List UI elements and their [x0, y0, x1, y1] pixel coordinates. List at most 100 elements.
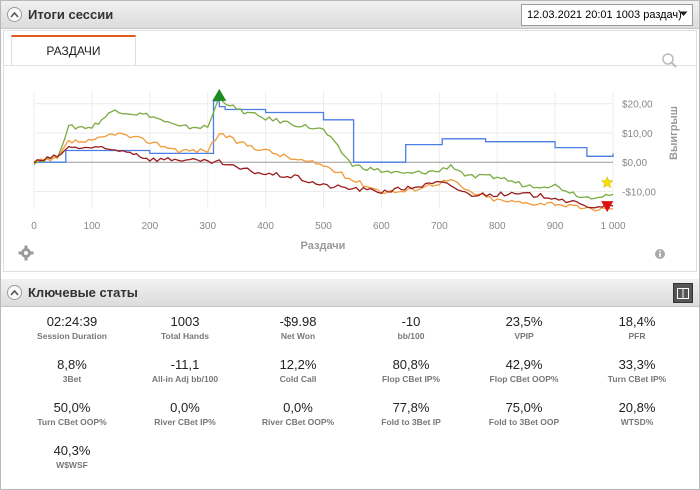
stat-label: Flop CBet OOP% — [489, 374, 559, 384]
chevron-up-icon — [10, 11, 19, 18]
stat-item: 75,0% Fold to 3Bet OOP — [464, 400, 584, 427]
x-tick-label: 900 — [547, 221, 564, 232]
stat-item: 18,4% PFR — [577, 314, 697, 341]
stat-label: VPIP — [514, 331, 534, 341]
stat-value: 50,0% — [53, 400, 91, 415]
y-tick-label: $20,00 — [622, 100, 653, 111]
x-tick-label: 800 — [489, 221, 506, 232]
chevron-up-icon — [10, 289, 19, 296]
stat-label: All-in Adj bb/100 — [151, 374, 219, 384]
stat-label: Session Duration — [37, 331, 107, 341]
stat-label: Total Hands — [160, 331, 209, 341]
y-tick-label: $0,00 — [622, 158, 647, 169]
stat-item: 40,3% W$WSF — [12, 443, 132, 470]
stat-item: -10 bb/100 — [351, 314, 471, 341]
stat-item: 8,8% 3Bet — [12, 357, 132, 384]
stat-label: Net Won — [280, 331, 316, 341]
stat-value: 0,0% — [283, 400, 313, 415]
stat-item: 0,0% River CBet OOP% — [238, 400, 358, 427]
y-tick-labels: $20,00 $10,00 $0,00 -$10,00 — [622, 100, 656, 199]
stat-value: 23,5% — [505, 314, 543, 329]
stat-item: 77,8% Fold to 3Bet IP — [351, 400, 471, 427]
stat-item: 23,5% VPIP — [464, 314, 584, 341]
series-line-green — [33, 96, 614, 200]
stat-value: 1003 — [170, 314, 200, 329]
stat-item: 12,2% Cold Call — [238, 357, 358, 384]
chart-grid — [33, 92, 614, 209]
stat-label: River CBet OOP% — [261, 417, 335, 427]
x-tick-labels: 0 100 200 300 400 500 600 700 800 900 1 000 — [31, 221, 626, 232]
x-tick-label: 300 — [199, 221, 216, 232]
stat-label: Fold to 3Bet IP — [381, 417, 441, 427]
stat-value: -$9.98 — [279, 314, 317, 329]
x-tick-label: 700 — [431, 221, 448, 232]
stat-value: 20,8% — [618, 400, 656, 415]
series-line-orange — [33, 132, 614, 212]
stat-value: 80,8% — [392, 357, 430, 372]
max-marker — [212, 88, 227, 101]
stat-label: 3Bet — [62, 374, 82, 384]
gear-icon[interactable] — [18, 245, 34, 261]
chart-markers — [212, 88, 614, 213]
stat-item: 33,3% Turn CBet IP% — [577, 357, 697, 384]
zoom-icon[interactable] — [662, 53, 677, 68]
stat-value: 42,9% — [505, 357, 543, 372]
stat-value: 02:24:39 — [46, 314, 98, 329]
stat-item: 42,9% Flop CBet OOP% — [464, 357, 584, 384]
stat-value: -10 — [401, 314, 421, 329]
columns-icon — [677, 287, 689, 299]
star-marker — [600, 176, 614, 189]
stat-value: 0,0% — [170, 400, 200, 415]
x-tick-label: 500 — [315, 221, 332, 232]
stat-item: 02:24:39 Session Duration — [12, 314, 132, 341]
stats-header: Ключевые статы — [1, 279, 699, 307]
stat-item: 0,0% River CBet IP% — [125, 400, 245, 427]
winnings-chart: 0 100 200 300 400 500 600 700 800 900 1 000 $20,00… — [18, 53, 680, 261]
stat-value: -11,1 — [170, 357, 200, 372]
x-tick-label: 100 — [84, 221, 101, 232]
stat-label: Fold to 3Bet OOP — [488, 417, 560, 427]
series-line-darkred — [33, 145, 614, 209]
min-marker — [601, 201, 614, 213]
collapse-session-button[interactable] — [7, 7, 22, 22]
stat-label: W$WSF — [56, 460, 88, 470]
stat-item: 80,8% Flop CBet IP% — [351, 357, 471, 384]
info-icon[interactable] — [655, 249, 665, 259]
x-tick-label: 600 — [373, 221, 390, 232]
stats-title: Ключевые статы — [28, 285, 138, 300]
stat-value: 75,0% — [505, 400, 543, 415]
chevron-down-icon — [679, 11, 688, 16]
stat-label: Turn CBet OOP% — [37, 417, 107, 427]
stat-label: Turn CBet IP% — [607, 374, 667, 384]
stat-value: 12,2% — [279, 357, 317, 372]
x-axis-label: Раздачи — [301, 240, 346, 252]
chart-series — [33, 96, 614, 212]
y-axis-label: Выигрыш — [668, 106, 680, 160]
stat-label: Cold Call — [279, 374, 317, 384]
collapse-stats-button[interactable] — [7, 285, 22, 300]
stat-value: 77,8% — [392, 400, 430, 415]
stat-value: 18,4% — [618, 314, 656, 329]
stat-label: WTSD% — [620, 417, 654, 427]
layout-toggle-button[interactable] — [673, 283, 693, 303]
session-select[interactable]: 12.03.2021 20:01 1003 раздач) — [521, 4, 693, 26]
tab-hands[interactable]: РАЗДАЧИ — [11, 35, 136, 65]
session-title: Итоги сессии — [28, 7, 114, 22]
stat-label: Flop CBet IP% — [381, 374, 441, 384]
session-header: Итоги сессии 12.03.2021 20:01 1003 разда… — [1, 1, 699, 29]
stat-item: -$9.98 Net Won — [238, 314, 358, 341]
stat-value: 33,3% — [618, 357, 656, 372]
series-line-blue — [34, 100, 614, 163]
stat-item: 1003 Total Hands — [125, 314, 245, 341]
x-tick-label: 400 — [257, 221, 274, 232]
x-tick-label: 1 000 — [600, 221, 625, 232]
session-select-value: 12.03.2021 20:01 1003 раздач) — [527, 9, 682, 21]
stat-label: River CBet IP% — [154, 417, 216, 427]
stat-item: 20,8% WTSD% — [577, 400, 697, 427]
y-tick-label: $10,00 — [622, 129, 653, 140]
y-tick-label: -$10,00 — [622, 187, 656, 198]
x-tick-label: 200 — [141, 221, 158, 232]
stat-item: 50,0% Turn CBet OOP% — [12, 400, 132, 427]
tab-divider — [4, 65, 696, 66]
